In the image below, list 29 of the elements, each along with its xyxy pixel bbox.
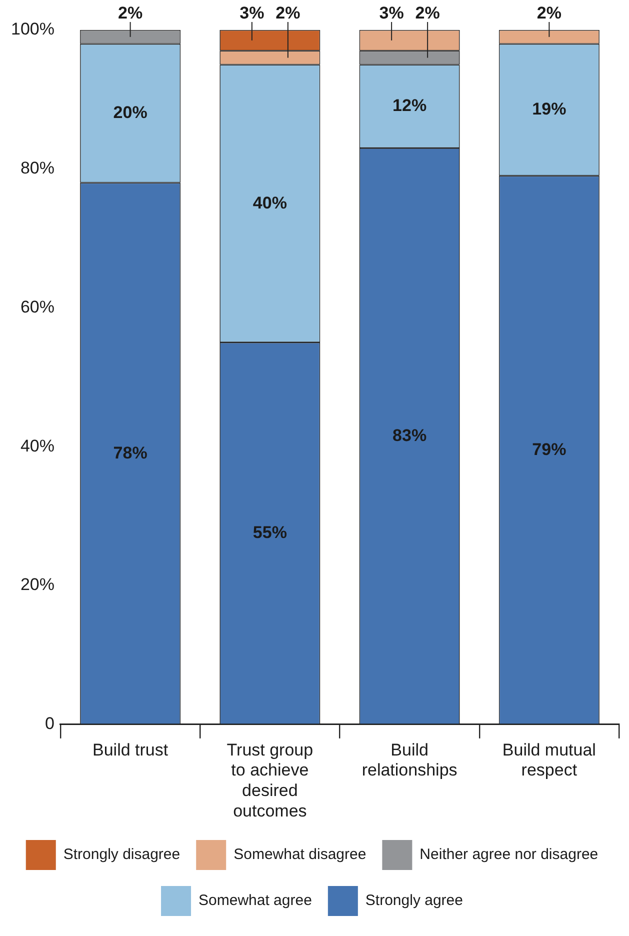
data-label: 3% [240,4,264,23]
y-tick-label: 80% [20,158,54,178]
x-tick-label: Build trust [92,740,168,760]
data-label: 2% [118,4,143,23]
y-tick-label: 100% [10,20,54,39]
data-label: 2% [536,4,562,23]
legend-label: Strongly agree [365,892,463,910]
x-tick-label: Trust group to achieve desired outcomes [226,740,314,820]
data-label: 3% [379,4,404,23]
data-label: 12% [392,96,427,116]
y-tick-label: 40% [20,436,54,456]
y-tick-label: 60% [20,297,54,316]
data-label: 83% [392,426,427,445]
x-tick-label: Build mutual respect [502,740,596,780]
data-label: 78% [113,443,148,462]
data-label: 20% [113,103,148,122]
legend-label: Somewhat disagree [234,846,366,864]
data-label: 19% [532,100,566,119]
data-label: 55% [252,523,287,542]
data-label: 2% [415,4,440,23]
y-tick-label: 20% [20,575,54,594]
data-label: 40% [252,193,287,212]
data-label: 2% [276,4,300,23]
data-label: 79% [532,440,566,459]
x-tick-label: Build relationships [362,740,458,780]
legend-label: Neither agree nor disagree [420,846,598,864]
legend-label: Somewhat agree [198,892,312,910]
legend-label: Strongly disagree [63,846,180,864]
y-tick-label: 0 [45,714,54,734]
